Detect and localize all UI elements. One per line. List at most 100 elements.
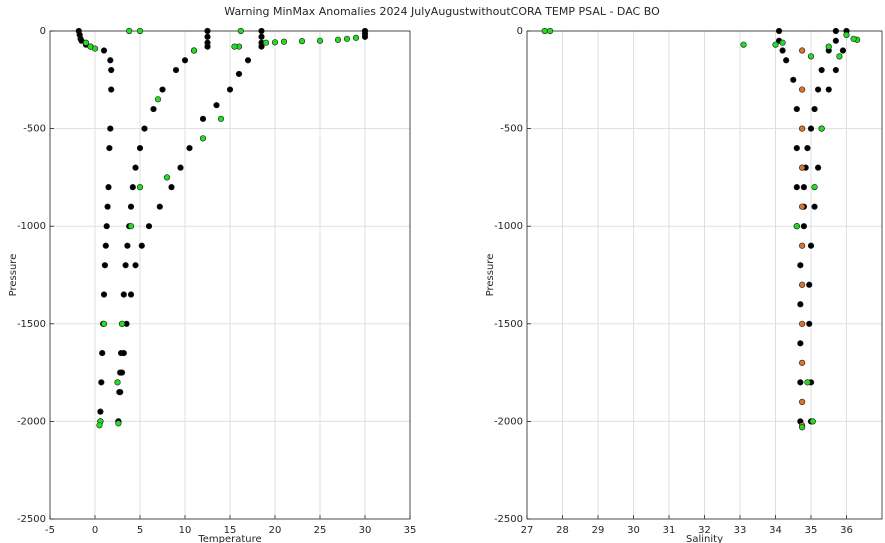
data-point [120, 349, 127, 357]
data-point [809, 418, 816, 425]
data-point [825, 86, 832, 93]
data-point [156, 203, 163, 210]
data-point [105, 184, 112, 191]
data-point [226, 86, 234, 93]
data-point [132, 262, 139, 269]
y-tick-label: -500 [23, 124, 46, 135]
data-point [799, 398, 806, 405]
data-point [262, 39, 270, 46]
x-tick-label: 30 [627, 525, 640, 536]
y-tick-label: -500 [500, 124, 523, 135]
data-point [132, 164, 139, 171]
data-point [799, 424, 806, 431]
data-point [120, 291, 127, 298]
data-point [807, 242, 815, 249]
data-point [799, 86, 806, 93]
data-point [204, 33, 211, 40]
data-point [740, 41, 747, 48]
x-axis-label: Temperature [197, 534, 261, 543]
data-point [806, 281, 813, 288]
y-tick-label: -2500 [17, 514, 46, 525]
data-point [280, 38, 288, 45]
y-tick-label: -2000 [17, 416, 46, 427]
data-point [199, 115, 207, 122]
data-point [127, 291, 135, 298]
data-point [797, 379, 804, 386]
data-point [181, 57, 189, 64]
x-tick-label: 36 [840, 525, 853, 536]
data-point [114, 379, 121, 386]
data-point [793, 184, 800, 191]
data-point [797, 340, 804, 347]
data-point [799, 164, 806, 171]
data-point [811, 105, 818, 113]
data-point [117, 389, 124, 396]
data-point [104, 203, 111, 210]
data-point [204, 27, 211, 35]
data-point [186, 145, 193, 152]
data-point [799, 359, 806, 366]
axes-box [49, 30, 411, 520]
data-point [772, 41, 779, 48]
data-point [217, 115, 225, 122]
data-point [141, 125, 148, 132]
data-point [799, 320, 806, 327]
x-tick-label: 31 [663, 525, 676, 536]
data-point [199, 135, 207, 142]
data-point [832, 37, 839, 44]
data-point [101, 262, 108, 269]
data-point [100, 291, 108, 298]
data-point [150, 105, 157, 113]
x-tick-label: 15 [224, 525, 237, 536]
y-axis-label: Pressure [485, 254, 496, 297]
data-point [96, 422, 103, 429]
x-tick-label: -5 [45, 525, 55, 536]
data-point [127, 203, 135, 210]
data-point [145, 223, 153, 230]
x-tick-label: 34 [769, 525, 782, 536]
data-point [102, 242, 109, 249]
data-point [126, 27, 133, 35]
x-tick-label: 33 [734, 525, 747, 536]
data-point [825, 43, 832, 50]
data-point [91, 45, 99, 52]
data-point [163, 174, 171, 181]
data-point [138, 242, 145, 249]
data-point [799, 125, 806, 132]
data-point [100, 47, 108, 54]
data-point [231, 43, 238, 50]
y-tick-label: -1500 [17, 319, 46, 330]
data-point [213, 102, 220, 109]
data-point [107, 57, 114, 64]
data-point [136, 27, 144, 35]
axes-box [526, 30, 883, 520]
x-tick-label: 25 [314, 525, 327, 536]
x-tick-label: 35 [404, 525, 417, 536]
x-tick-label: 30 [359, 525, 372, 536]
data-point [779, 39, 786, 46]
data-point [99, 349, 106, 357]
data-point [836, 53, 843, 60]
x-tick-label: 20 [269, 525, 282, 536]
data-point [115, 420, 122, 427]
data-point [108, 86, 115, 93]
y-tick-label: -2000 [494, 416, 523, 427]
data-point [839, 47, 847, 54]
data-point [244, 57, 252, 64]
data-point [804, 379, 811, 386]
data-point [334, 36, 342, 43]
data-point [118, 369, 126, 376]
data-point [316, 37, 324, 44]
y-tick-label: -1000 [494, 221, 523, 232]
data-point [235, 70, 243, 78]
data-point [779, 47, 786, 54]
data-point [172, 66, 180, 74]
y-tick-label: -2500 [494, 514, 523, 525]
data-point [258, 43, 265, 50]
data-point [298, 38, 306, 45]
data-point [190, 47, 198, 54]
x-tick-label: 29 [592, 525, 605, 536]
x-tick-label: 0 [92, 525, 98, 536]
data-point [832, 27, 839, 35]
